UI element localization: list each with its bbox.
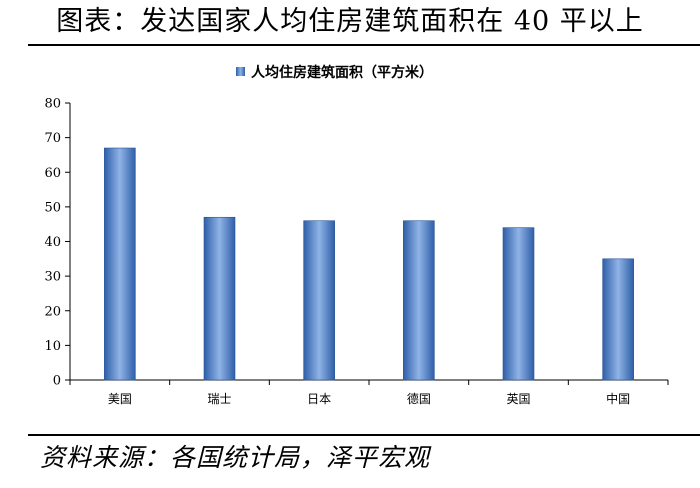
chart-title: 图表：发达国家人均住房建筑面积在 40 平以上: [56, 6, 644, 37]
bar: [104, 147, 136, 381]
y-tick-label: 30: [44, 270, 61, 285]
bar: [203, 216, 236, 381]
bar-chart: 人均住房建筑面积（平方米） 0 10 20 30 40 50 60 70 80 美国 瑞士 日本 德国 英…: [44, 64, 669, 406]
x-category-label: 日本: [307, 392, 331, 406]
source-note: 资料来源：各国统计局，泽平宏观: [40, 443, 431, 472]
x-category-label: 美国: [108, 392, 132, 406]
y-tick-label: 40: [44, 235, 61, 250]
source-rule: [28, 434, 700, 436]
y-tick-label: 70: [44, 131, 61, 146]
y-tick-label: 50: [44, 200, 61, 215]
x-category-label: 英国: [506, 392, 530, 406]
bar: [403, 220, 435, 381]
x-category-label: 德国: [407, 391, 431, 406]
legend-label: 人均住房建筑面积（平方米）: [251, 64, 433, 81]
y-tick-label: 80: [44, 97, 61, 112]
y-tick-label: 0: [53, 374, 61, 389]
bar: [502, 227, 535, 381]
bar: [303, 220, 335, 381]
legend: 人均住房建筑面积（平方米）: [236, 64, 433, 81]
title-rule: [28, 44, 700, 46]
x-category-label: 中国: [606, 391, 630, 406]
y-tick-label: 20: [44, 304, 61, 319]
y-tick-label: 10: [44, 339, 61, 354]
y-tick-label: 60: [44, 166, 61, 181]
x-category-label: 瑞士: [207, 392, 231, 406]
bar: [602, 258, 634, 381]
legend-swatch: [236, 67, 245, 76]
